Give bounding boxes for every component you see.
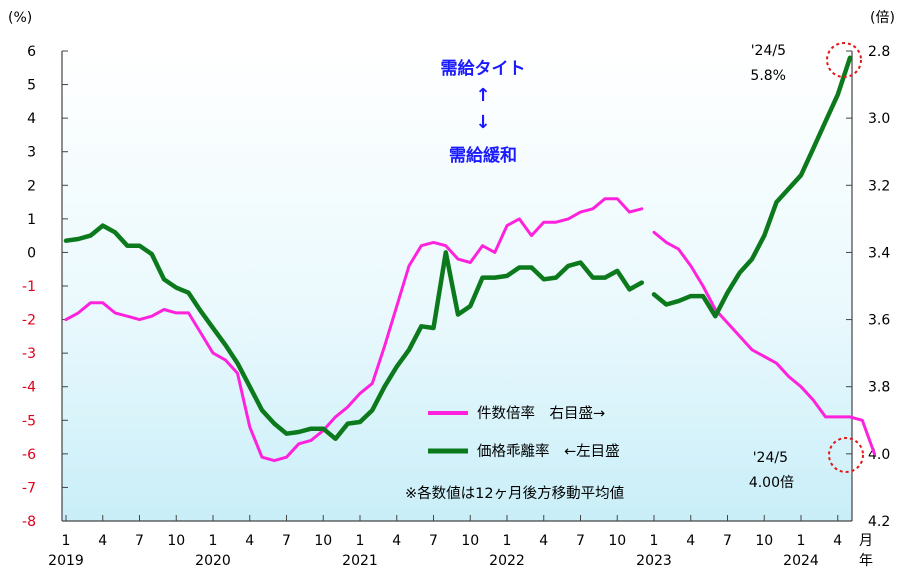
x-tick-label: 4 [833, 533, 842, 549]
highlight-circle-bottom [828, 437, 864, 473]
left-tick-label: -5 [22, 413, 36, 429]
right-tick-label: 2.8 [868, 44, 890, 60]
right-tick-label: 4.2 [868, 514, 890, 530]
left-tick-label: -2 [22, 313, 36, 329]
left-tick-label: 3 [27, 145, 36, 161]
x-tick-label: 1 [650, 533, 659, 549]
left-tick-label: 1 [27, 212, 36, 228]
x-tick-label: 1 [62, 533, 71, 549]
left-tick-label: 4 [27, 111, 36, 127]
x-tick-label: 10 [314, 533, 332, 549]
x-tick-label: 1 [797, 533, 806, 549]
right-tick-label: 3.2 [868, 178, 890, 194]
x-tick-label: 4 [245, 533, 254, 549]
x-tick-label: 1 [209, 533, 218, 549]
x-tick-label: 7 [576, 533, 585, 549]
year-label: 2023 [636, 553, 672, 569]
left-tick-label: -4 [22, 380, 36, 396]
x-year-unit-label: 年 [859, 553, 873, 569]
series-line-gap-seg1 [651, 55, 853, 319]
left-tick-label: -1 [22, 279, 36, 295]
annotation-tight: 需給タイト [441, 58, 526, 79]
callout-bottom-date: '24/5 [753, 450, 788, 466]
arrow-up-icon: ↑ [475, 85, 490, 106]
x-tick-label: 7 [429, 533, 438, 549]
series-lines [63, 55, 876, 463]
left-tick-label: 2 [27, 178, 36, 194]
left-tick-label: -7 [22, 480, 36, 496]
callout-top-value: 5.8% [750, 68, 786, 84]
left-tick-label: -8 [22, 514, 36, 530]
right-tick-label: 3.6 [868, 313, 890, 329]
x-tick-label: 4 [98, 533, 107, 549]
series-line-ratio-seg0 [64, 197, 644, 463]
series-line-ratio-seg1 [652, 230, 876, 456]
legend-label-gap: 価格乖離率 ←左目盛 [477, 442, 620, 460]
year-label: 2024 [783, 553, 819, 569]
annotation-loose: 需給緩和 [449, 145, 517, 166]
x-tick-label: 4 [539, 533, 548, 549]
series-line-gap-seg0 [63, 223, 645, 442]
x-tick-label: 10 [755, 533, 773, 549]
year-label: 2021 [342, 553, 378, 569]
year-label: 2022 [489, 553, 525, 569]
left-tick-label: 5 [27, 78, 36, 94]
plot-area [62, 51, 852, 521]
x-tick-label: 1 [356, 533, 365, 549]
left-tick-label: -6 [22, 447, 36, 463]
right-tick-label: 3.8 [868, 380, 890, 396]
x-tick-label: 4 [392, 533, 401, 549]
left-tick-label: 0 [27, 245, 36, 261]
x-tick-label: 7 [135, 533, 144, 549]
left-axis-unit: (%) [8, 10, 32, 26]
left-tick-label: 6 [27, 44, 36, 60]
right-tick-label: 3.4 [868, 245, 890, 261]
x-tick-label: 7 [723, 533, 732, 549]
legend-label-ratio: 件数倍率 右目盛→ [477, 405, 605, 422]
x-tick-label: 1 [503, 533, 512, 549]
right-tick-label: 3.0 [868, 111, 890, 127]
year-label: 2020 [195, 553, 231, 569]
callout-bottom-value: 4.00倍 [749, 475, 794, 491]
x-tick-label: 7 [282, 533, 291, 549]
x-tick-label: 4 [686, 533, 695, 549]
x-month-unit-label: 月 [859, 533, 873, 549]
x-tick-label: 10 [461, 533, 479, 549]
footnote: ※各数値は12ヶ月後方移動平均値 [405, 485, 624, 502]
arrow-down-icon: ↓ [475, 112, 490, 133]
right-axis-unit: (倍) [870, 10, 895, 26]
axes: 6543210-1-2-3-4-5-6-7-82.83.03.23.43.63.… [22, 44, 890, 569]
year-label: 2019 [48, 553, 84, 569]
x-tick-label: 10 [608, 533, 626, 549]
left-tick-label: -3 [22, 346, 36, 362]
callout-top-date: '24/5 [751, 43, 786, 59]
x-tick-label: 10 [167, 533, 185, 549]
highlight-circle-top [826, 42, 862, 78]
